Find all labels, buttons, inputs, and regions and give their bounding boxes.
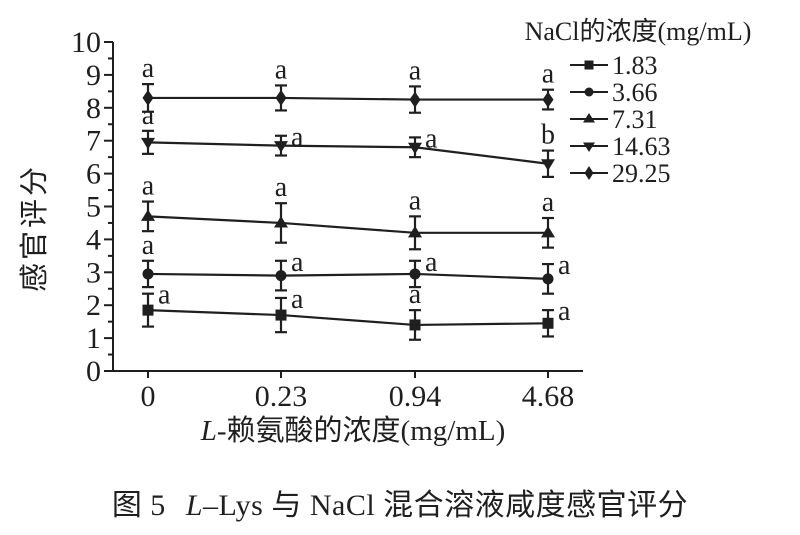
- marker-circle: [409, 268, 421, 280]
- caption-text: –Lys 与 NaCl 混合溶液咸度感官评分: [203, 489, 689, 522]
- legend-marker-triangle-up: [583, 113, 595, 123]
- series-3.66: aa a a: [142, 230, 571, 295]
- series-14.63: aa a b: [141, 100, 555, 178]
- marker-circle: [542, 273, 554, 285]
- series-line: [147, 215, 548, 234]
- legend-item-label: 3.66: [612, 78, 658, 107]
- y-tick-label: 6: [86, 158, 101, 191]
- y-tick-label: 7: [86, 125, 101, 158]
- marker-triangle-down: [274, 141, 288, 153]
- sig-letter: a: [558, 296, 571, 327]
- sig-letter: a: [542, 187, 555, 218]
- sig-letter: a: [558, 250, 571, 281]
- legend-item-7.31: 7.31: [570, 105, 658, 134]
- marker-triangle-up: [541, 225, 555, 238]
- marker-square: [542, 317, 554, 329]
- marker-triangle-down: [141, 137, 155, 150]
- x-tick-label: 4.68: [522, 380, 575, 413]
- legend-title: NaCl的浓度(mg/mL): [525, 17, 752, 46]
- legend-item-14.63: 14.63: [570, 132, 671, 161]
- legend-item-1.83: 1.83: [570, 51, 658, 80]
- caption-figure-label: 图 5: [111, 489, 166, 522]
- marker-circle: [142, 268, 154, 280]
- legend-marker-triangle-down: [583, 142, 595, 152]
- x-tick-label: 0.94: [389, 380, 442, 413]
- sig-letter: a: [409, 55, 422, 86]
- sig-letter: a: [425, 123, 438, 154]
- chart-container: 0 1 2 3 4 5 6 7 8 9 10 0 0.23 0.94 4.68 感官评分 L-赖氨酸的浓度(mg…: [18, 17, 752, 447]
- sig-letter: a: [275, 172, 288, 203]
- y-axis-title: 感官评分: [18, 164, 51, 292]
- sig-letter: a: [291, 247, 304, 278]
- x-tick-label: 0.23: [255, 380, 308, 413]
- legend-marker-square: [584, 60, 594, 70]
- marker-triangle-down: [408, 142, 422, 155]
- marker-diamond: [275, 89, 287, 106]
- caption-italic-l: L: [185, 489, 203, 522]
- marker-diamond: [409, 91, 421, 108]
- marker-square: [142, 304, 154, 316]
- figure-caption: 图 5 L–Lys 与 NaCl 混合溶液咸度感官评分: [0, 480, 800, 524]
- sig-letter: a: [142, 171, 155, 202]
- y-tick-label: 10: [71, 26, 101, 59]
- sig-letter: a: [142, 230, 155, 261]
- x-ticks: 0 0.23 0.94 4.68: [141, 371, 575, 413]
- y-tick-label: 3: [86, 256, 101, 289]
- legend-item-3.66: 3.66: [570, 78, 658, 107]
- y-tick-label: 2: [86, 289, 101, 322]
- legend-item-29.25: 29.25: [570, 159, 671, 188]
- series-line: [147, 309, 549, 327]
- axes: [112, 42, 583, 372]
- y-tick-label: 4: [86, 223, 101, 256]
- sig-letter: b: [541, 120, 555, 151]
- marker-diamond: [142, 89, 154, 106]
- series-1.83: a a aa: [142, 279, 571, 341]
- legend-item-label: 1.83: [612, 51, 658, 80]
- marker-triangle-up: [274, 215, 288, 228]
- marker-square: [409, 319, 421, 331]
- marker-square: [275, 309, 287, 321]
- y-tick-label: 5: [86, 191, 101, 224]
- sig-letter: a: [425, 247, 438, 278]
- sig-letter: a: [291, 122, 304, 153]
- legend-marker-circle: [584, 87, 594, 97]
- y-tick-label: 1: [86, 322, 101, 355]
- sig-letter: a: [409, 185, 422, 216]
- series-line: [147, 141, 549, 165]
- y-tick-label: 0: [86, 355, 101, 388]
- sig-letter: a: [542, 59, 555, 90]
- legend-item-label: 14.63: [612, 132, 671, 161]
- x-axis-title: L-赖氨酸的浓度(mg/mL): [200, 414, 506, 447]
- sig-letter: a: [142, 100, 155, 131]
- marker-triangle-up: [141, 209, 155, 221]
- series-line: [147, 272, 549, 280]
- legend-item-label: 29.25: [612, 159, 671, 188]
- sig-letter: a: [275, 54, 288, 85]
- marker-diamond: [542, 91, 554, 108]
- y-tick-label: 9: [86, 59, 101, 92]
- y-tick-label: 8: [86, 92, 101, 125]
- marker-triangle-down: [541, 159, 555, 171]
- sig-letter: a: [291, 284, 304, 315]
- marker-circle: [275, 270, 287, 282]
- marker-triangle-up: [408, 225, 422, 238]
- x-tick-label: 0: [141, 380, 156, 413]
- legend-marker-diamond: [584, 166, 594, 180]
- series-line: [148, 96, 548, 101]
- legend-item-label: 7.31: [612, 105, 658, 134]
- sig-letter: a: [142, 53, 155, 84]
- sig-letter: a: [158, 280, 171, 311]
